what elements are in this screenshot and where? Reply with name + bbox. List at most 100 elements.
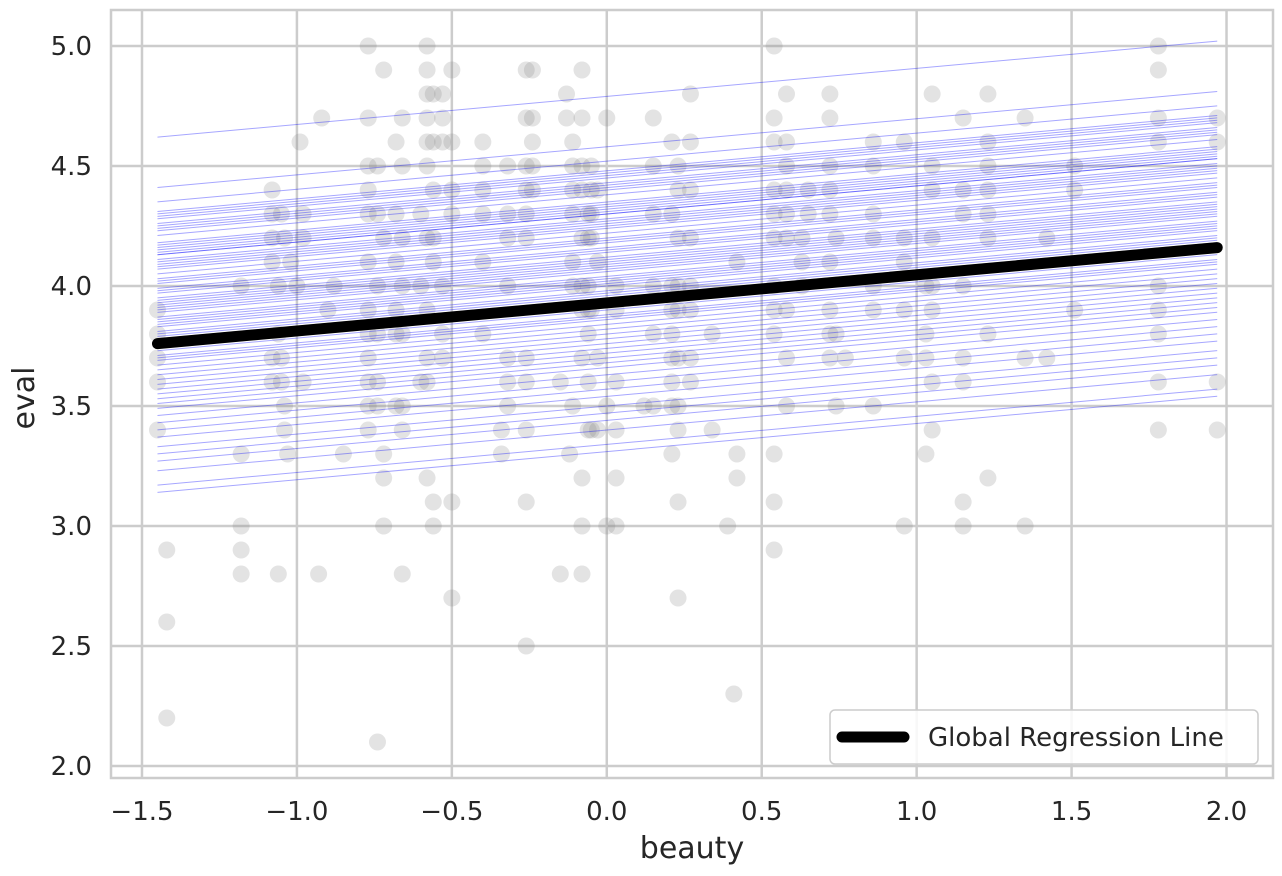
data-point-223	[681, 349, 699, 367]
data-point-268	[827, 325, 845, 343]
data-point-304	[979, 85, 997, 103]
data-point-49	[359, 373, 377, 391]
data-point-250	[778, 301, 796, 319]
data-point-133	[517, 373, 535, 391]
data-point-296	[954, 109, 972, 127]
group-regression-line-30	[157, 196, 1218, 294]
data-point-118	[499, 205, 517, 223]
data-point-106	[443, 133, 461, 151]
data-point-31	[291, 133, 309, 151]
data-point-9	[232, 445, 250, 463]
data-point-227	[719, 517, 737, 535]
data-point-70	[393, 109, 411, 127]
data-point-308	[979, 205, 997, 223]
data-point-61	[375, 469, 393, 487]
data-point-204	[663, 373, 681, 391]
group-regression-line-68	[157, 350, 1218, 448]
group-regression-line-63	[157, 311, 1218, 409]
data-point-196	[644, 325, 662, 343]
group-regression-line-43	[157, 234, 1218, 333]
group-regression-line-67	[157, 340, 1218, 438]
data-point-179	[588, 253, 606, 271]
data-point-48	[359, 349, 377, 367]
data-point-287	[917, 445, 935, 463]
data-point-292	[923, 277, 941, 295]
data-point-132	[517, 349, 535, 367]
data-point-277	[864, 397, 882, 415]
data-point-209	[669, 229, 687, 247]
data-point-278	[895, 133, 913, 151]
data-point-185	[607, 277, 625, 295]
scatter-points	[148, 37, 1226, 751]
plot-frame	[109, 8, 1275, 780]
data-point-100	[434, 109, 452, 127]
group-regression-line-13	[157, 148, 1218, 246]
data-point-12	[232, 565, 250, 583]
data-point-201	[663, 301, 681, 319]
data-point-306	[979, 157, 997, 175]
data-point-273	[864, 205, 882, 223]
legend-label-global-line: Global Regression Line	[928, 723, 1224, 753]
data-point-305	[979, 133, 997, 151]
data-point-249	[778, 229, 796, 247]
group-regression-line-73	[157, 395, 1218, 493]
legend: Global Regression Line	[829, 709, 1259, 765]
group-regression-line-22	[157, 170, 1218, 268]
data-point-214	[669, 421, 687, 439]
data-point-285	[917, 325, 935, 343]
y-tick-label: 3.5	[51, 392, 92, 422]
data-point-68	[387, 325, 405, 343]
data-point-232	[765, 37, 783, 55]
data-point-290	[923, 181, 941, 199]
data-point-193	[644, 157, 662, 175]
group-regression-line-69	[157, 357, 1218, 455]
data-point-3	[148, 421, 166, 439]
data-point-99	[434, 85, 452, 103]
data-point-81	[418, 37, 436, 55]
data-point-130	[517, 205, 535, 223]
data-point-65	[387, 205, 405, 223]
data-point-137	[523, 61, 541, 79]
data-point-119	[499, 229, 517, 247]
data-point-93	[424, 133, 442, 151]
data-point-33	[294, 229, 312, 247]
data-point-189	[607, 469, 625, 487]
group-regression-line-28	[157, 191, 1218, 289]
data-point-330	[1208, 133, 1226, 151]
data-point-28	[279, 445, 297, 463]
data-point-266	[821, 349, 839, 367]
group-regression-line-2	[157, 105, 1218, 203]
data-point-23	[272, 349, 290, 367]
x-tick-label: 0.5	[741, 797, 782, 827]
data-point-35	[310, 565, 328, 583]
data-point-269	[827, 397, 845, 415]
group-regression-line-36	[157, 213, 1218, 311]
group-regression-line-32	[157, 203, 1218, 301]
data-point-144	[558, 85, 576, 103]
data-point-94	[424, 181, 442, 199]
group-regression-line-38	[157, 220, 1218, 318]
data-point-197	[644, 397, 662, 415]
data-point-8	[232, 277, 250, 295]
data-point-177	[582, 421, 600, 439]
data-point-102	[434, 277, 452, 295]
group-regression-line-57	[157, 282, 1218, 381]
data-point-329	[1208, 109, 1226, 127]
x-tick-label: −0.5	[420, 797, 483, 827]
data-point-36	[313, 109, 331, 127]
group-regression-line-33	[157, 206, 1218, 304]
data-point-230	[728, 445, 746, 463]
data-point-199	[663, 205, 681, 223]
data-point-293	[923, 301, 941, 319]
data-point-178	[588, 181, 606, 199]
data-point-78	[412, 205, 430, 223]
group-regression-line-52	[157, 261, 1218, 359]
x-axis-ticks: −1.5 −1.0 −0.5 0.0 0.5 1.0 1.5 2.0	[110, 797, 1247, 827]
data-point-170	[579, 373, 597, 391]
data-point-46	[359, 301, 377, 319]
group-regression-line-26	[157, 184, 1218, 282]
data-point-51	[359, 421, 377, 439]
data-point-303	[954, 517, 972, 535]
data-point-52	[368, 157, 386, 175]
data-point-125	[492, 421, 510, 439]
